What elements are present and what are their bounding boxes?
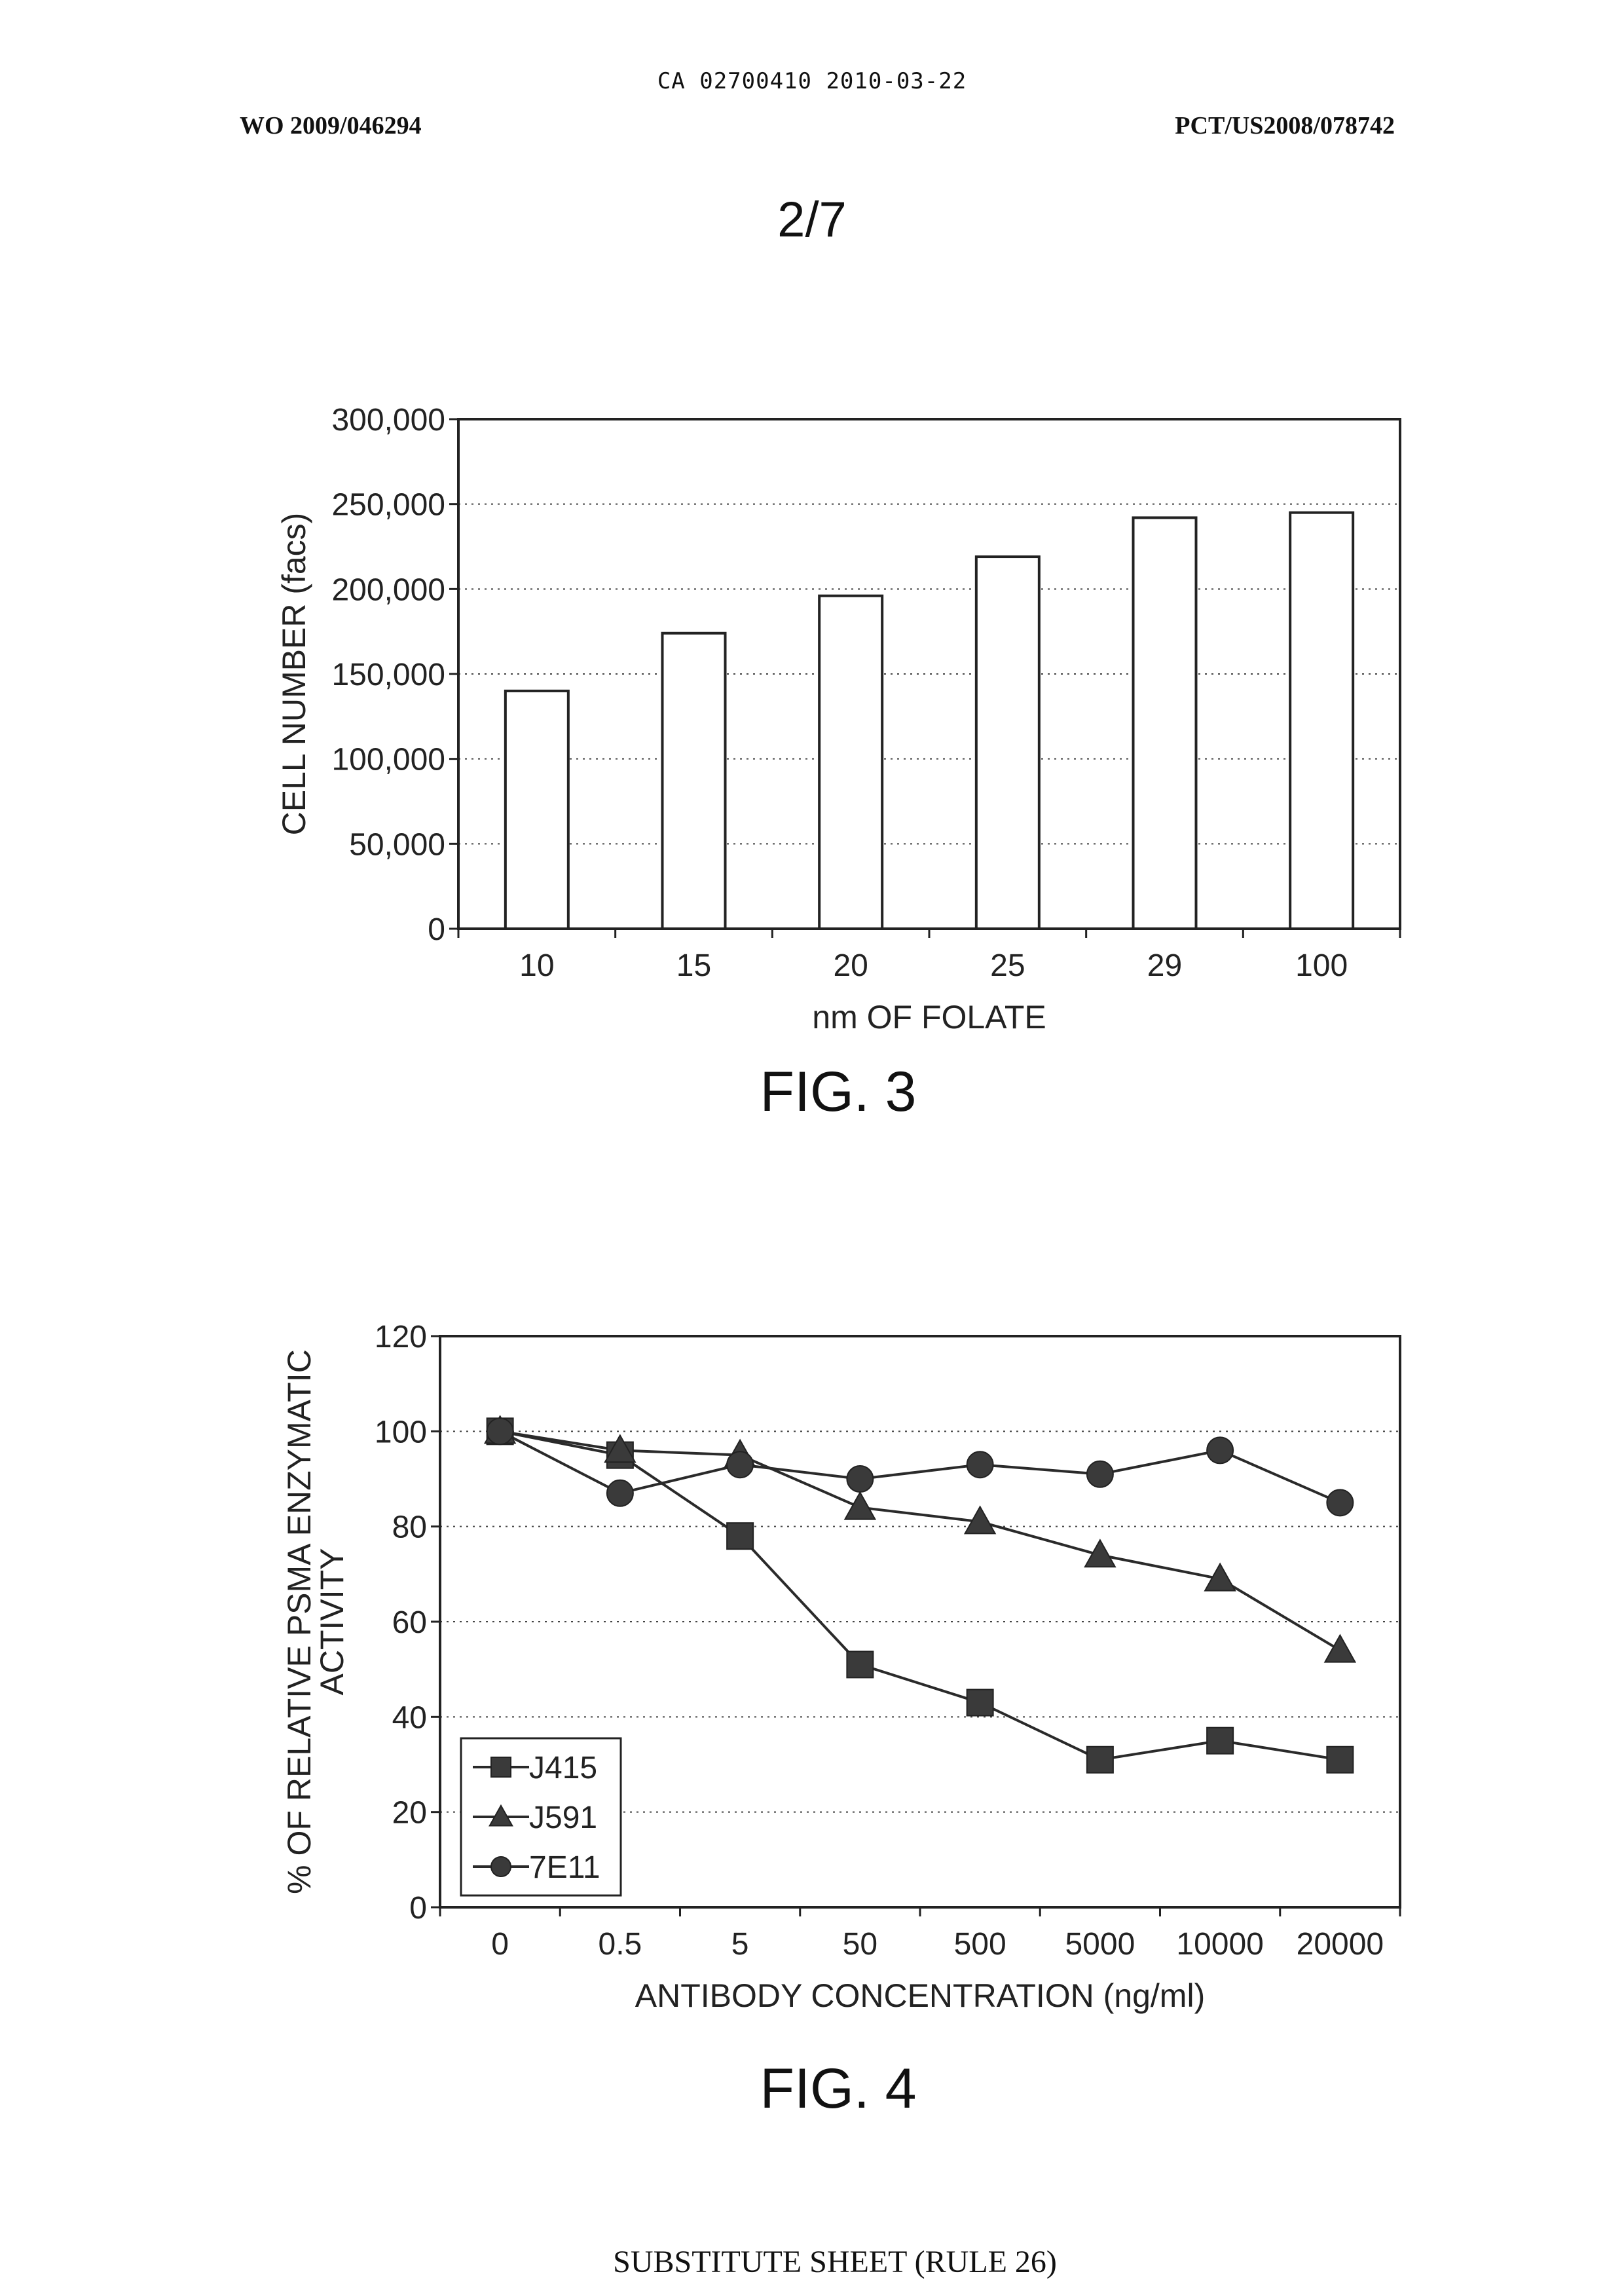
y-tick-label: 120 <box>375 1320 427 1354</box>
point-J415-20000 <box>1327 1747 1353 1773</box>
y-tick-label: 100 <box>375 1415 427 1449</box>
x-tick-label: 100 <box>1295 948 1348 983</box>
y-axis-title: % OF RELATIVE PSMA ENZYMATICACTIVITY <box>281 1349 350 1894</box>
figure-3-bar-chart: 0 50,000 100,000 150,000 200,000 250,000 300,0… <box>249 367 1428 1035</box>
x-tick-label: 15 <box>676 948 711 983</box>
y-tick-label: 200,000 <box>331 572 445 607</box>
bar-25 <box>976 557 1039 929</box>
y-axis-title-line-1: % OF RELATIVE PSMA ENZYMATIC <box>281 1349 318 1894</box>
point-J415-500 <box>967 1690 993 1716</box>
point-J415-5000 <box>1087 1747 1113 1773</box>
point-7E11-5 <box>727 1451 753 1478</box>
y-axis-title-line-2: ACTIVITY <box>314 1548 350 1695</box>
x-tick-label: 10 <box>519 948 554 983</box>
x-tick-label: 25 <box>990 948 1025 983</box>
legend-marker-J415 <box>491 1757 511 1777</box>
bar-29 <box>1134 517 1196 929</box>
y-tick-label: 80 <box>392 1510 427 1545</box>
y-tick-label: 0 <box>409 1891 427 1926</box>
x-tick-label: 500 <box>954 1927 1006 1962</box>
y-tick-label: 40 <box>392 1700 427 1735</box>
bar-20 <box>819 596 882 929</box>
y-tick-label: 250,000 <box>331 488 445 523</box>
y-axis-title: CELL NUMBER (facs) <box>276 513 312 836</box>
figure-4-line-chart: 0 20 40 60 80 100 120 0 0.5 5 50 500 5000 10000 20000 J… <box>249 1303 1428 2050</box>
x-tick-label: 50 <box>843 1927 877 1962</box>
point-7E11-5000 <box>1087 1461 1113 1487</box>
x-tick-label: 5 <box>731 1927 749 1962</box>
wo-publication-number: WO 2009/046294 <box>240 111 422 140</box>
point-7E11-50 <box>847 1466 873 1492</box>
sheet-number: 2/7 <box>0 191 1624 248</box>
bar-10 <box>506 691 568 929</box>
y-tick-label: 20 <box>392 1796 427 1831</box>
series-line-J415 <box>500 1431 1340 1759</box>
point-J415-50 <box>847 1651 873 1677</box>
point-J415-10000 <box>1207 1728 1233 1754</box>
point-J591-50 <box>845 1493 875 1520</box>
legend-label-J415: J415 <box>529 1751 597 1785</box>
bar-15 <box>663 633 726 929</box>
y-tick-label: 100,000 <box>331 743 445 777</box>
y-tick-label: 50,000 <box>349 827 445 862</box>
legend-label-7E11: 7E11 <box>529 1850 600 1885</box>
x-axis-title: nm OF FOLATE <box>812 999 1046 1035</box>
y-tick-label: 0 <box>428 912 445 947</box>
figure-4-caption: FIG. 4 <box>0 2057 1624 2121</box>
x-axis-title: ANTIBODY CONCENTRATION (ng/ml) <box>635 1977 1205 2014</box>
x-tick-label: 0.5 <box>599 1927 642 1962</box>
ca-document-number: CA 02700410 2010-03-22 <box>0 68 1624 94</box>
point-J415-5 <box>727 1523 753 1549</box>
figure-3-caption: FIG. 3 <box>0 1060 1624 1125</box>
x-tick-label: 20000 <box>1297 1927 1384 1962</box>
x-tick-label: 5000 <box>1065 1927 1135 1962</box>
x-tick-label: 0 <box>491 1927 509 1962</box>
legend-label-J591: J591 <box>529 1801 597 1835</box>
pct-application-number: PCT/US2008/078742 <box>1074 111 1395 140</box>
point-7E11-20000 <box>1327 1489 1353 1516</box>
y-tick-label: 60 <box>392 1605 427 1640</box>
point-7E11-500 <box>967 1451 993 1478</box>
footer-substitute-sheet: SUBSTITUTE SHEET (RULE 26) <box>0 2244 1624 2280</box>
y-tick-label: 300,000 <box>331 403 445 438</box>
x-tick-label: 10000 <box>1176 1927 1263 1962</box>
bar-100 <box>1290 513 1353 929</box>
point-7E11-0.5 <box>607 1480 633 1506</box>
point-J591-20000 <box>1325 1635 1355 1662</box>
point-7E11-0 <box>487 1418 513 1444</box>
x-tick-label: 20 <box>833 948 868 983</box>
point-7E11-10000 <box>1207 1437 1233 1463</box>
legend-marker-7E11 <box>491 1857 511 1876</box>
y-tick-label: 150,000 <box>331 658 445 692</box>
x-tick-label: 29 <box>1147 948 1182 983</box>
